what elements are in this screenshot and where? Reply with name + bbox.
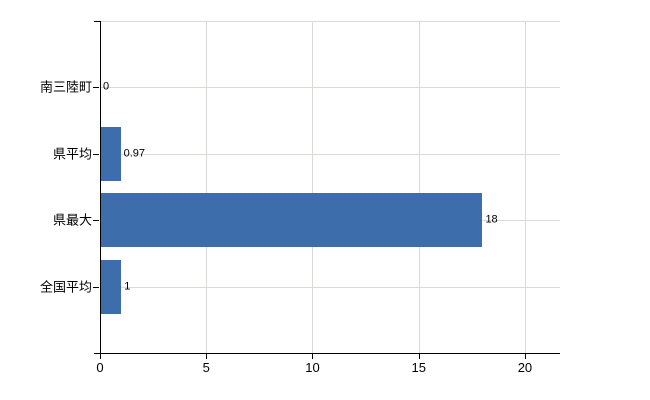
bar-value-label: 0.97 [123, 147, 146, 160]
y-axis-end-tick [94, 353, 100, 354]
plot-area: 0 0.97 18 1 [100, 21, 560, 353]
bar [100, 126, 121, 181]
gridline-horizontal [100, 153, 560, 155]
x-tick [524, 354, 526, 359]
x-tick-label: 0 [96, 360, 104, 375]
x-tick-label: 5 [202, 360, 210, 375]
x-tick [312, 354, 314, 359]
gridline-horizontal [100, 286, 560, 288]
bar-value-label: 18 [485, 213, 498, 226]
x-axis-line [100, 353, 560, 354]
gridline-vertical [418, 21, 420, 353]
category-label: 県最大 [52, 212, 92, 228]
bar-value-label: 1 [124, 280, 131, 293]
y-tick [93, 153, 99, 155]
category-label: 全国平均 [39, 279, 92, 295]
bar [100, 259, 122, 314]
y-axis-end-tick [94, 21, 100, 22]
y-tick [93, 220, 99, 222]
x-tick [418, 354, 420, 359]
x-tick-label: 15 [411, 360, 426, 375]
x-tick [206, 354, 208, 359]
gridline-vertical [312, 21, 314, 353]
gridline-vertical [524, 21, 526, 353]
y-axis-line [100, 21, 101, 353]
plot-top-border [100, 21, 560, 22]
bar [100, 193, 483, 248]
y-tick [93, 286, 99, 288]
gridline-vertical [206, 21, 208, 353]
category-label: 南三陸町 [39, 79, 92, 95]
x-tick-label: 10 [305, 360, 320, 375]
gridline-horizontal [100, 87, 560, 89]
x-tick-label: 20 [517, 360, 533, 375]
x-tick [100, 354, 101, 359]
bar-value-label: 0 [103, 80, 110, 93]
y-tick [93, 87, 99, 89]
category-label: 県平均 [52, 146, 92, 162]
